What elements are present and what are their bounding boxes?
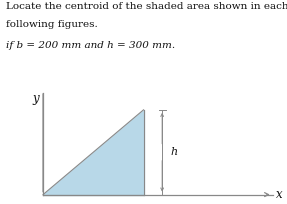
Text: if b = 200 mm and h = 300 mm.: if b = 200 mm and h = 300 mm. [6,41,175,50]
Text: following figures.: following figures. [6,20,98,29]
Text: y: y [32,92,39,105]
Text: h: h [171,147,178,157]
Text: Locate the centroid of the shaded area shown in each of the: Locate the centroid of the shaded area s… [6,2,287,11]
Text: x: x [276,188,282,201]
Polygon shape [43,110,144,195]
